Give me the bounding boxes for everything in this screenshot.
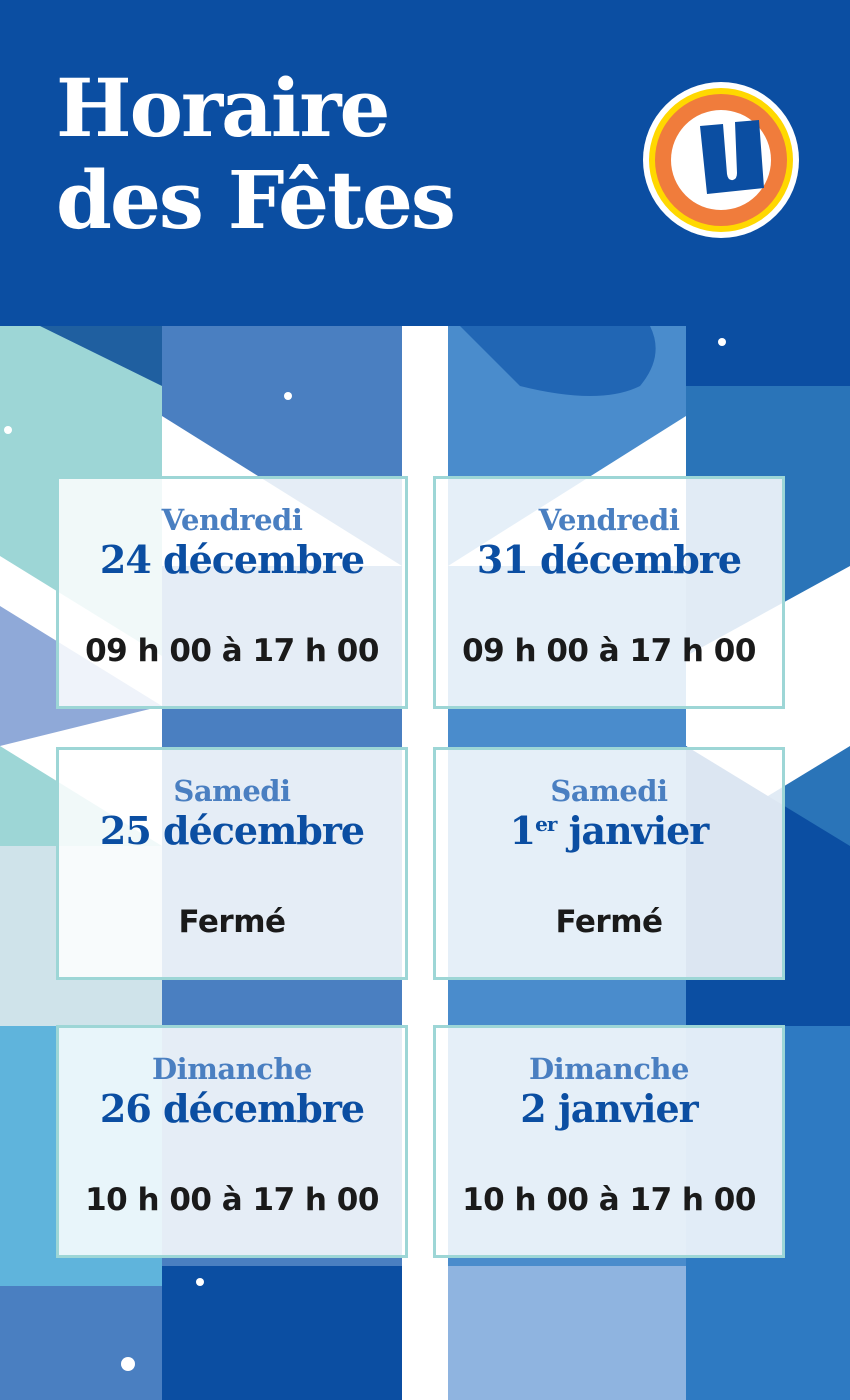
- schedule-card: Samedi 1er janvier Fermé: [433, 747, 785, 980]
- date: 31 décembre: [476, 537, 742, 582]
- date: 24 décembre: [99, 537, 365, 582]
- page-title: Horaire des Fêtes: [56, 61, 456, 247]
- date: 2 janvier: [520, 1086, 698, 1131]
- day-name: Vendredi: [161, 503, 303, 537]
- opening-hours: Fermé: [555, 904, 663, 940]
- date: 25 décembre: [99, 808, 365, 853]
- date-month: janvier: [556, 808, 710, 853]
- opening-hours: 09 h 00 à 17 h 00: [85, 633, 379, 669]
- title-line-2: des Fêtes: [56, 153, 456, 247]
- brand-logo-icon: [643, 82, 799, 238]
- day-name: Dimanche: [529, 1052, 689, 1086]
- day-name: Dimanche: [152, 1052, 312, 1086]
- date: 26 décembre: [99, 1086, 365, 1131]
- schedule-card: Dimanche 2 janvier 10 h 00 à 17 h 00: [433, 1025, 785, 1258]
- schedule-card: Dimanche 26 décembre 10 h 00 à 17 h 00: [56, 1025, 408, 1258]
- schedule-card: Vendredi 24 décembre 09 h 00 à 17 h 00: [56, 476, 408, 709]
- day-name: Vendredi: [538, 503, 680, 537]
- opening-hours: 09 h 00 à 17 h 00: [462, 633, 756, 669]
- opening-hours: Fermé: [178, 904, 286, 940]
- schedule-card: Vendredi 31 décembre 09 h 00 à 17 h 00: [433, 476, 785, 709]
- schedule-card: Samedi 25 décembre Fermé: [56, 747, 408, 980]
- date-ordinal: er: [535, 812, 557, 836]
- opening-hours: 10 h 00 à 17 h 00: [462, 1182, 756, 1218]
- date: 1er janvier: [436, 808, 782, 853]
- day-name: Samedi: [173, 774, 291, 808]
- title-line-1: Horaire: [56, 61, 390, 155]
- opening-hours: 10 h 00 à 17 h 00: [85, 1182, 379, 1218]
- header-banner: Horaire des Fêtes: [0, 0, 850, 326]
- day-name: Samedi: [550, 774, 668, 808]
- date-number: 1: [509, 808, 536, 853]
